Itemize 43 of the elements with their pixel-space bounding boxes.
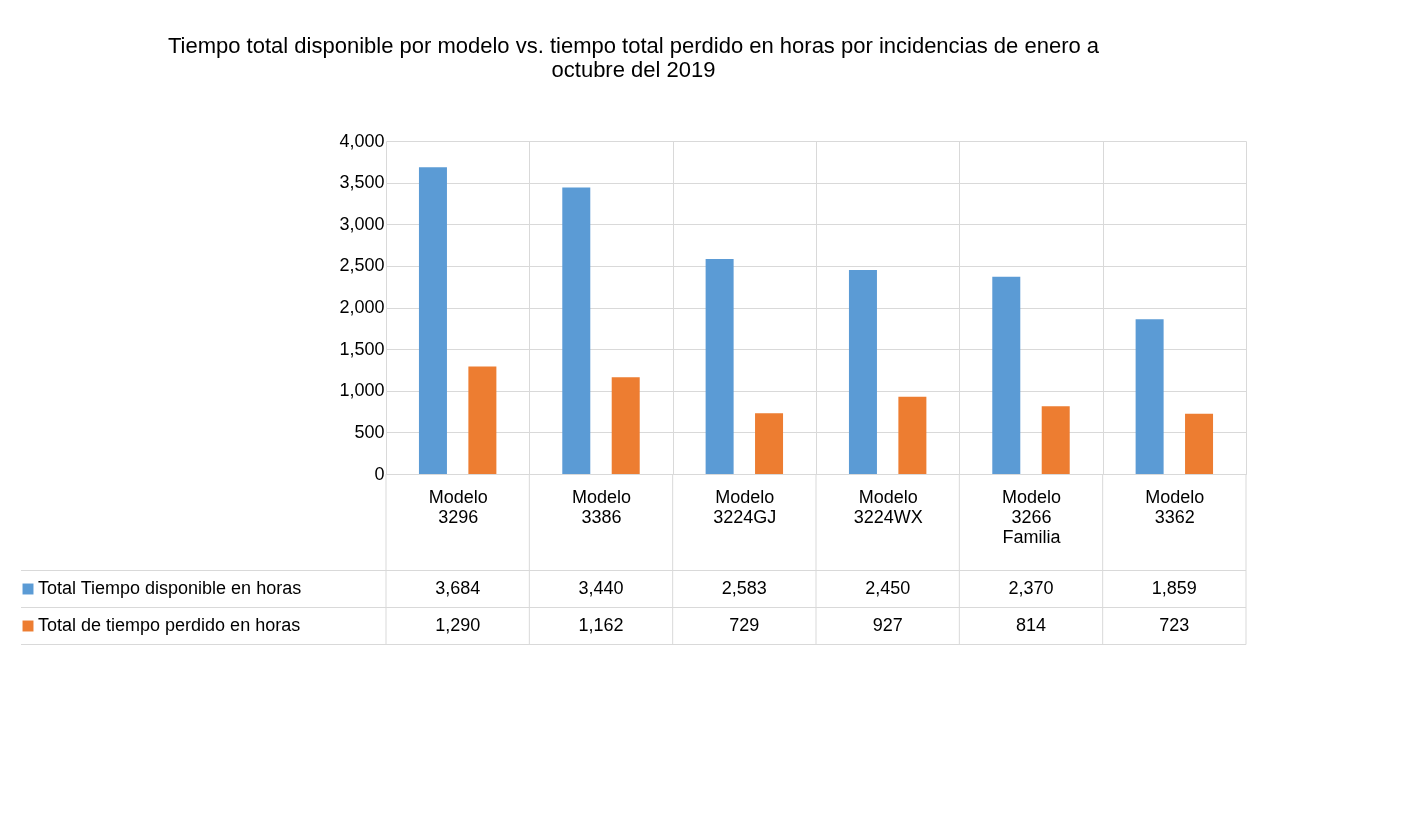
x-tick-label: Modelo 3224GJ: [713, 486, 777, 527]
x-tick-label: Modelo 3224WX: [853, 486, 923, 527]
data-label: 2,370: [1008, 578, 1054, 598]
y-tick-label: 3,500: [339, 172, 385, 193]
data-label: 2,583: [721, 578, 767, 598]
y-tick-label: 2,500: [339, 255, 385, 276]
y-tick-label: 1,500: [339, 338, 385, 359]
data-label: 3,684: [435, 578, 481, 598]
bar: [562, 187, 591, 474]
text: Tiempo total disponible por modelo vs. tiempo total perdido en horas por incidencias de enero a: [167, 33, 1100, 58]
y-tick-label: 2,000: [339, 297, 385, 317]
text: octubre del 2019: [551, 57, 716, 82]
bar: [1185, 413, 1214, 474]
bar: [992, 276, 1021, 474]
bar: [755, 413, 784, 474]
bar: [898, 396, 927, 474]
data-label: 814: [1015, 615, 1047, 635]
data-label: 1,859: [1151, 578, 1197, 598]
data-label: 1,162: [578, 615, 624, 635]
bar: [1041, 406, 1070, 474]
bar: [468, 366, 497, 474]
data-label: 723: [1159, 615, 1190, 635]
legend-label: Total Tiempo disponible en horas: [38, 578, 302, 598]
data-label: 927: [872, 615, 903, 635]
data-label: 3,440: [578, 578, 624, 598]
x-tick-label: Modelo 3386: [571, 486, 632, 527]
data-label: 2,450: [865, 578, 911, 598]
bar: [1135, 319, 1164, 474]
bar: [611, 377, 640, 474]
y-tick-label: 500: [354, 421, 385, 442]
bar: [418, 167, 447, 474]
legend-label: Total de tiempo perdido en horas: [38, 615, 301, 635]
data-label: 1,290: [435, 615, 481, 635]
y-tick-label: 1,000: [339, 380, 385, 401]
x-tick-label: Modelo 3296: [428, 486, 488, 527]
y-tick-label: 3,000: [339, 213, 385, 234]
x-tick-label: Modelo 3362: [1145, 486, 1205, 527]
x-tick-label: Modelo 3266 Familia: [1001, 486, 1062, 547]
y-tick-label: 4,000: [339, 130, 385, 151]
bar: [848, 270, 877, 474]
y-tick-label: 0: [374, 463, 385, 484]
bar: [705, 258, 734, 474]
data-label: 729: [729, 615, 760, 635]
